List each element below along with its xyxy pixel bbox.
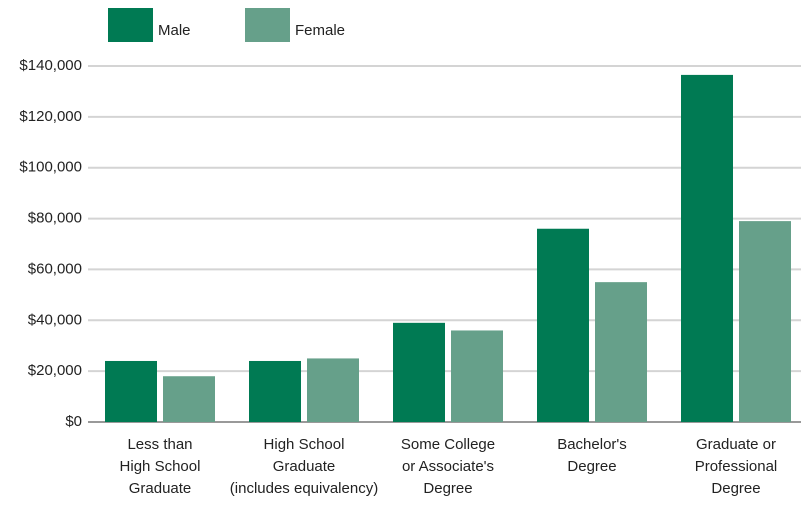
x-tick-label: High School Graduate (includes equivalency… (230, 436, 378, 497)
y-tick-label: $140,000 (19, 57, 82, 74)
bar (307, 358, 359, 422)
legend-swatch (245, 8, 290, 42)
x-tick-label: Bachelor's Degree (557, 436, 627, 475)
bar (163, 376, 215, 422)
x-tick-label: Less than High School Graduate (120, 436, 201, 497)
y-tick-label: $80,000 (28, 210, 82, 227)
bar (739, 221, 791, 422)
y-tick-label: $120,000 (19, 108, 82, 125)
x-tick-label: Some College or Associate's Degree (401, 436, 495, 497)
legend-label: Male (158, 22, 191, 39)
bar (393, 322, 445, 422)
bar (249, 360, 301, 422)
bar (537, 228, 589, 422)
x-tick-label: Graduate or Professional Degree (695, 436, 778, 497)
y-tick-label: $60,000 (28, 260, 82, 277)
y-tick-label: $0 (65, 413, 82, 430)
y-tick-label: $40,000 (28, 311, 82, 328)
bar (451, 330, 503, 422)
legend-label: Female (295, 22, 345, 39)
bar (681, 74, 733, 423)
bar (595, 282, 647, 422)
bar (105, 360, 157, 422)
legend-swatch (108, 8, 153, 42)
y-tick-label: $20,000 (28, 362, 82, 379)
y-tick-label: $100,000 (19, 159, 82, 176)
